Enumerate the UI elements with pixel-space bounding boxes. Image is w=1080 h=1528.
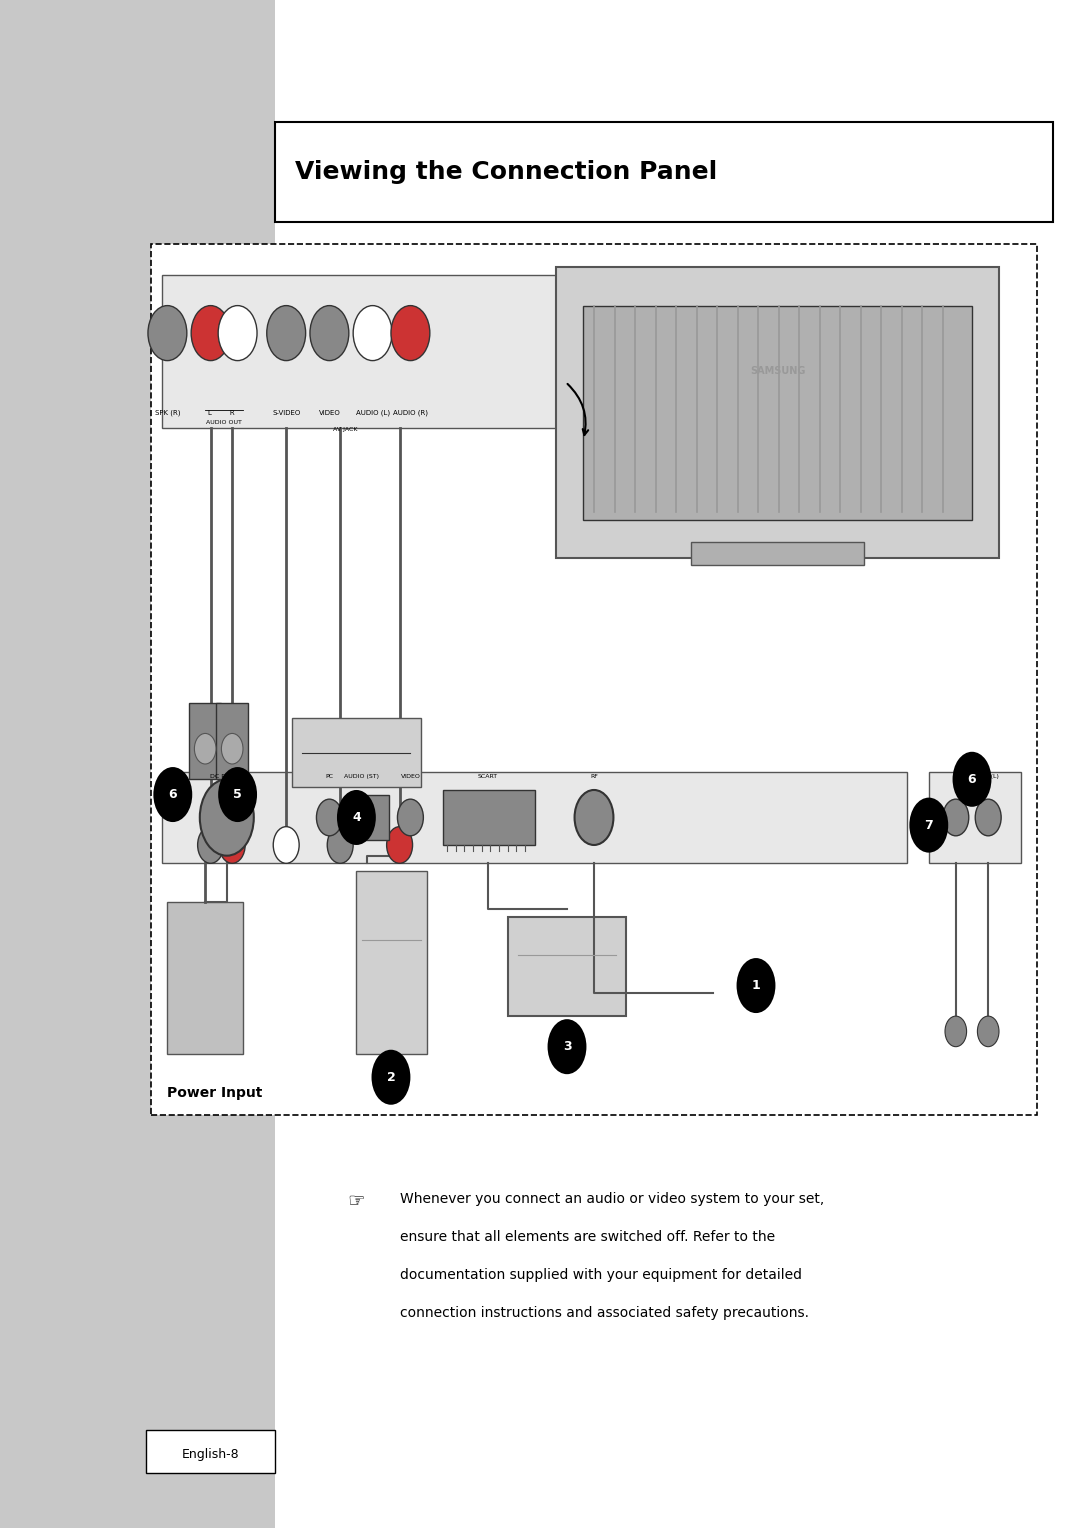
Text: English-8: English-8 [181,1449,240,1461]
Text: Ω: Ω [954,775,958,779]
Text: 5: 5 [233,788,242,801]
Circle shape [337,790,376,845]
Bar [162,772,907,863]
Text: AUDIO (L): AUDIO (L) [355,410,390,416]
Text: VIDEO: VIDEO [319,410,340,416]
Bar [292,718,421,787]
Text: AUDIO (ST): AUDIO (ST) [345,775,379,779]
Bar [162,275,588,428]
Text: SPK (L): SPK (L) [977,775,999,779]
Text: DC POWER: DC POWER [210,775,244,779]
Text: VIDEO: VIDEO [401,775,420,779]
Bar [929,772,1021,863]
Circle shape [218,767,257,822]
Text: 7: 7 [924,819,933,831]
Bar [356,871,427,1054]
Text: ensure that all elements are switched off. Refer to the: ensure that all elements are switched of… [400,1230,774,1244]
Circle shape [953,752,991,807]
Text: SPK (R): SPK (R) [154,410,180,416]
Text: documentation supplied with your equipment for detailed: documentation supplied with your equipme… [400,1268,801,1282]
Circle shape [191,306,230,361]
Bar [346,795,389,840]
Circle shape [372,1050,410,1105]
Bar [691,542,864,565]
Circle shape [548,1019,586,1074]
FancyBboxPatch shape [275,122,1053,222]
Text: ☞: ☞ [348,1192,365,1210]
Text: SAMSUNG: SAMSUNG [750,367,806,376]
Circle shape [397,799,423,836]
Bar [508,917,626,1016]
Circle shape [198,827,224,863]
Circle shape [737,958,775,1013]
Circle shape [148,306,187,361]
Text: 3: 3 [563,1041,571,1053]
Text: SCART: SCART [478,775,498,779]
Circle shape [153,767,192,822]
Bar [151,244,1037,1115]
Text: AUDIO (R): AUDIO (R) [393,410,428,416]
Text: 4: 4 [352,811,361,824]
Circle shape [387,827,413,863]
Bar [216,703,248,779]
Bar [583,306,972,520]
Circle shape [273,827,299,863]
Text: Whenever you connect an audio or video system to your set,: Whenever you connect an audio or video s… [400,1192,824,1206]
Text: 1: 1 [752,979,760,992]
Circle shape [909,798,948,853]
Text: PC: PC [325,775,334,779]
Circle shape [353,306,392,361]
Bar [167,902,243,1054]
Circle shape [575,790,613,845]
Text: AUDIO OUT: AUDIO OUT [205,420,242,425]
Circle shape [310,306,349,361]
Bar [189,703,221,779]
Circle shape [975,799,1001,836]
FancyBboxPatch shape [146,1430,275,1473]
Circle shape [221,733,243,764]
Text: connection instructions and associated safety precautions.: connection instructions and associated s… [400,1306,809,1320]
Text: 6: 6 [968,773,976,785]
Circle shape [316,799,342,836]
Text: 6: 6 [168,788,177,801]
Circle shape [267,306,306,361]
Text: Viewing the Connection Panel: Viewing the Connection Panel [295,160,717,183]
Text: Power Input: Power Input [167,1085,262,1100]
Text: L        R: L R [208,410,234,416]
Circle shape [943,799,969,836]
Circle shape [219,827,245,863]
Circle shape [200,779,254,856]
Text: AV JACK: AV JACK [334,428,357,432]
Text: RF: RF [590,775,598,779]
FancyBboxPatch shape [556,267,999,558]
Text: 2: 2 [387,1071,395,1083]
Bar [0,0,275,1528]
Circle shape [327,827,353,863]
Circle shape [218,306,257,361]
Circle shape [194,733,216,764]
Bar [443,790,535,845]
Circle shape [391,306,430,361]
Circle shape [977,1016,999,1047]
Circle shape [945,1016,967,1047]
Text: S-VIDEO: S-VIDEO [272,410,300,416]
